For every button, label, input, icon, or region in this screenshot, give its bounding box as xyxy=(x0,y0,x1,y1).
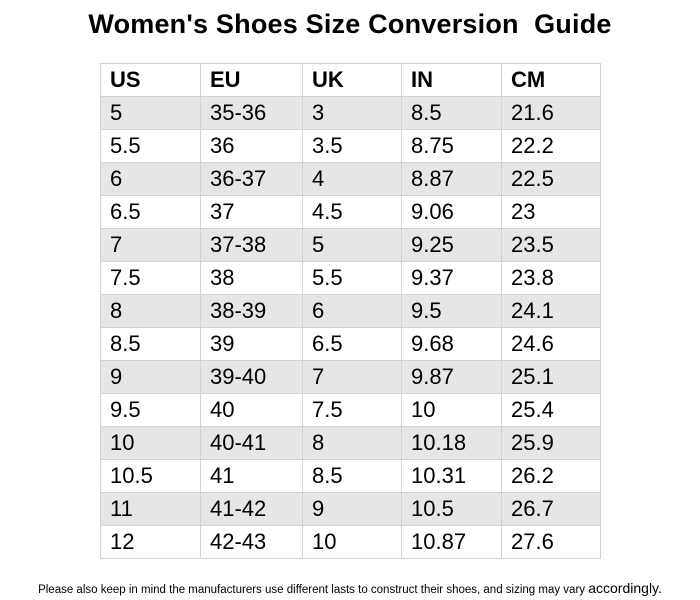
column-header-us: US xyxy=(100,63,201,97)
cell-in: 10.18 xyxy=(401,426,502,460)
cell-cm: 23.5 xyxy=(501,228,601,262)
table-row: 10 40-41 8 10.18 25.9 xyxy=(100,426,601,460)
cell-eu: 41-42 xyxy=(200,492,303,526)
table-header-row: US EU UK IN CM xyxy=(100,63,601,97)
cell-cm: 26.2 xyxy=(501,459,601,493)
cell-in: 10 xyxy=(401,393,502,427)
cell-cm: 22.5 xyxy=(501,162,601,196)
cell-eu: 39-40 xyxy=(200,360,303,394)
cell-cm: 23.8 xyxy=(501,261,601,295)
cell-in: 8.5 xyxy=(401,96,502,130)
cell-uk: 7 xyxy=(302,360,402,394)
table-row: 7.5 38 5.5 9.37 23.8 xyxy=(100,261,601,295)
table-row: 8.5 39 6.5 9.68 24.6 xyxy=(100,327,601,361)
table-row: 9.5 40 7.5 10 25.4 xyxy=(100,393,601,427)
table-row: 11 41-42 9 10.5 26.7 xyxy=(100,492,601,526)
column-header-in: IN xyxy=(401,63,502,97)
cell-us: 5 xyxy=(100,96,201,130)
cell-eu: 38 xyxy=(200,261,303,295)
cell-uk: 6 xyxy=(302,294,402,328)
footnote-text: Please also keep in mind the manufacture… xyxy=(38,584,589,596)
cell-uk: 3 xyxy=(302,96,402,130)
cell-uk: 8.5 xyxy=(302,459,402,493)
cell-us: 12 xyxy=(100,525,201,559)
cell-in: 10.87 xyxy=(401,525,502,559)
cell-us: 8.5 xyxy=(100,327,201,361)
cell-cm: 23 xyxy=(501,195,601,229)
table-row: 9 39-40 7 9.87 25.1 xyxy=(100,360,601,394)
table-row: 5.5 36 3.5 8.75 22.2 xyxy=(100,129,601,163)
column-header-cm: CM xyxy=(501,63,601,97)
column-header-uk: UK xyxy=(302,63,402,97)
table-row: 5 35-36 3 8.5 21.6 xyxy=(100,96,601,130)
size-conversion-table: US EU UK IN CM 5 35-36 3 8.5 21.6 5.5 36 3.5 8.7… xyxy=(100,63,601,559)
cell-uk: 5.5 xyxy=(302,261,402,295)
cell-in: 8.87 xyxy=(401,162,502,196)
table-row: 7 37-38 5 9.25 23.5 xyxy=(100,228,601,262)
cell-us: 9.5 xyxy=(100,393,201,427)
cell-us: 11 xyxy=(100,492,201,526)
cell-uk: 8 xyxy=(302,426,402,460)
footnote: Please also keep in mind the manufacture… xyxy=(0,580,700,596)
cell-in: 9.25 xyxy=(401,228,502,262)
table-row: 6.5 37 4.5 9.06 23 xyxy=(100,195,601,229)
footnote-emphasis: accordingly. xyxy=(588,580,662,596)
cell-uk: 5 xyxy=(302,228,402,262)
cell-eu: 35-36 xyxy=(200,96,303,130)
cell-in: 9.06 xyxy=(401,195,502,229)
cell-uk: 6.5 xyxy=(302,327,402,361)
cell-cm: 22.2 xyxy=(501,129,601,163)
cell-uk: 7.5 xyxy=(302,393,402,427)
table-row: 12 42-43 10 10.87 27.6 xyxy=(100,525,601,559)
cell-uk: 10 xyxy=(302,525,402,559)
cell-eu: 40 xyxy=(200,393,303,427)
cell-us: 5.5 xyxy=(100,129,201,163)
cell-us: 6.5 xyxy=(100,195,201,229)
page-title: Women's Shoes Size Conversion Guide xyxy=(88,9,612,39)
cell-us: 8 xyxy=(100,294,201,328)
cell-in: 8.75 xyxy=(401,129,502,163)
cell-in: 9.87 xyxy=(401,360,502,394)
cell-us: 7.5 xyxy=(100,261,201,295)
table-row: 10.5 41 8.5 10.31 26.2 xyxy=(100,459,601,493)
cell-in: 9.5 xyxy=(401,294,502,328)
cell-us: 10.5 xyxy=(100,459,201,493)
column-header-eu: EU xyxy=(200,63,303,97)
cell-in: 9.68 xyxy=(401,327,502,361)
cell-eu: 41 xyxy=(200,459,303,493)
cell-us: 10 xyxy=(100,426,201,460)
cell-uk: 4 xyxy=(302,162,402,196)
cell-eu: 36-37 xyxy=(200,162,303,196)
cell-us: 6 xyxy=(100,162,201,196)
cell-eu: 40-41 xyxy=(200,426,303,460)
cell-us: 7 xyxy=(100,228,201,262)
table-row: 6 36-37 4 8.87 22.5 xyxy=(100,162,601,196)
cell-uk: 3.5 xyxy=(302,129,402,163)
cell-in: 10.31 xyxy=(401,459,502,493)
cell-cm: 24.6 xyxy=(501,327,601,361)
cell-cm: 25.1 xyxy=(501,360,601,394)
cell-eu: 36 xyxy=(200,129,303,163)
cell-eu: 37 xyxy=(200,195,303,229)
cell-cm: 24.1 xyxy=(501,294,601,328)
cell-cm: 25.9 xyxy=(501,426,601,460)
cell-in: 9.37 xyxy=(401,261,502,295)
table-row: 8 38-39 6 9.5 24.1 xyxy=(100,294,601,328)
cell-cm: 27.6 xyxy=(501,525,601,559)
cell-cm: 26.7 xyxy=(501,492,601,526)
cell-eu: 39 xyxy=(200,327,303,361)
cell-cm: 25.4 xyxy=(501,393,601,427)
table-body: 5 35-36 3 8.5 21.6 5.5 36 3.5 8.75 22.2 6 36-37 4 8.8… xyxy=(100,96,601,559)
cell-in: 10.5 xyxy=(401,492,502,526)
cell-us: 9 xyxy=(100,360,201,394)
cell-eu: 37-38 xyxy=(200,228,303,262)
cell-uk: 4.5 xyxy=(302,195,402,229)
cell-uk: 9 xyxy=(302,492,402,526)
cell-eu: 42-43 xyxy=(200,525,303,559)
cell-eu: 38-39 xyxy=(200,294,303,328)
cell-cm: 21.6 xyxy=(501,96,601,130)
